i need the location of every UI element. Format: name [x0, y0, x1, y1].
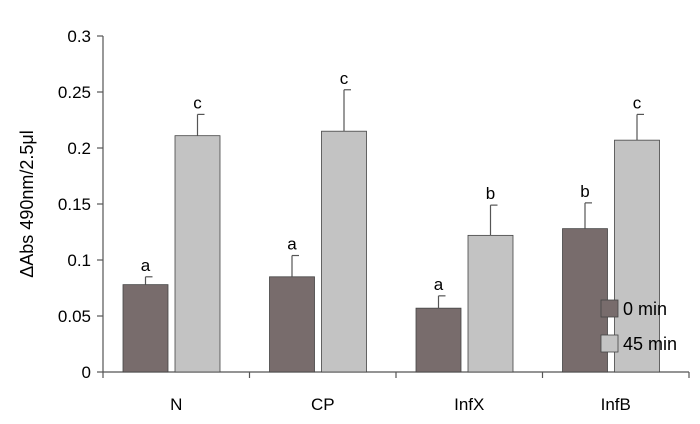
x-tick-label: N [170, 395, 182, 414]
y-tick-label: 0.1 [67, 251, 91, 270]
legend-label: 0 min [623, 299, 667, 319]
x-tick-label: CP [311, 395, 335, 414]
significance-label: a [434, 275, 444, 294]
x-tick-label: InfB [601, 395, 631, 414]
x-tick-label: InfX [454, 395, 484, 414]
y-tick-label: 0.15 [58, 195, 91, 214]
legend-swatch [600, 299, 619, 318]
bars: a a a b c c b c [122, 69, 660, 373]
significance-label: c [193, 93, 202, 112]
y-tick-label: 0.2 [67, 139, 91, 158]
y-tick-label: 0.05 [58, 307, 91, 326]
axes: 0 0.05 0.1 0.15 0.2 0.25 0.3 N CP InfX InfB [58, 27, 690, 414]
significance-label: a [287, 235, 297, 254]
bar-0-min-InfX [415, 307, 462, 373]
significance-label: c [633, 93, 642, 112]
y-tick-label: 0.3 [67, 27, 91, 46]
bar-45-min-N [174, 135, 221, 373]
bar-0-min-CP [269, 276, 315, 373]
legend-label: 45 min [623, 334, 677, 354]
significance-label: a [141, 256, 151, 275]
bar-0-min-N [122, 284, 169, 373]
legend-swatch [600, 334, 619, 353]
bar-45-min-CP [321, 130, 367, 373]
significance-label: c [340, 69, 349, 88]
bar-45-min-InfX [467, 234, 514, 373]
bar-45-min-InfB [614, 139, 660, 373]
significance-label: b [486, 184, 495, 203]
y-axis-title: ΔAbs 490nm/2.5μl [17, 130, 37, 277]
y-tick-label: 0.25 [58, 83, 91, 102]
y-tick-label: 0 [82, 363, 91, 382]
legend: 0 min 45 min [600, 299, 677, 354]
significance-label: b [580, 182, 589, 201]
